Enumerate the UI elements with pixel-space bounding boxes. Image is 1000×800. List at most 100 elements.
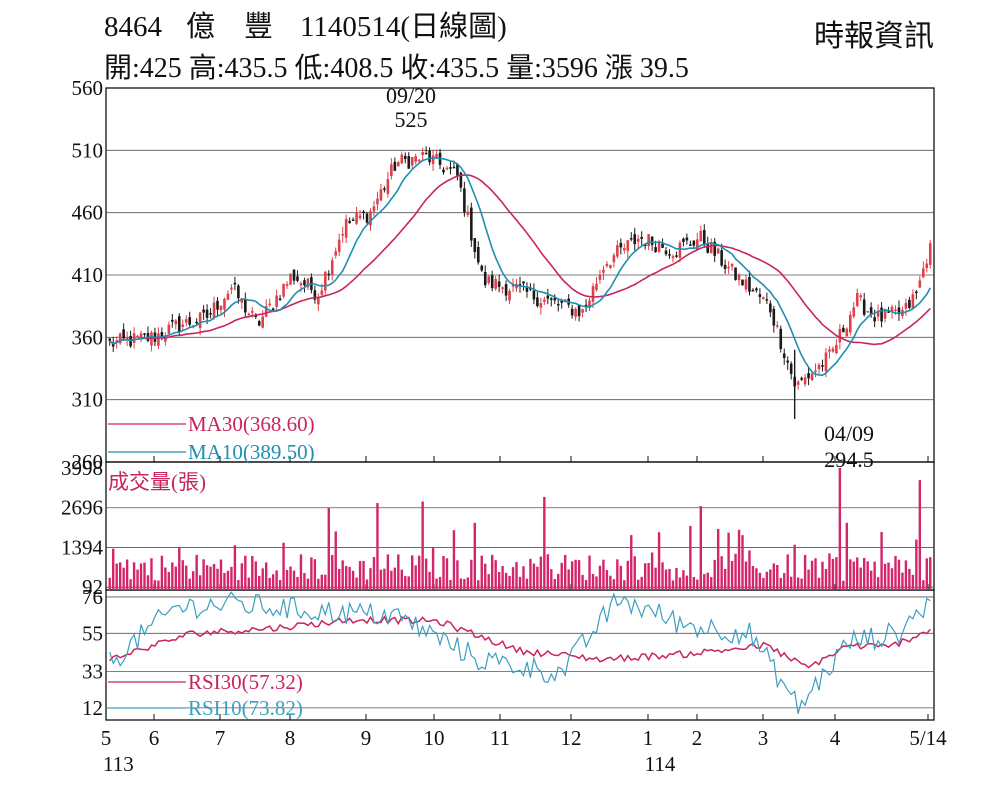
volume-bar [894, 555, 897, 590]
x-tick-label: 8 [285, 726, 296, 750]
volume-bar [511, 567, 515, 590]
volume-bar [609, 575, 612, 590]
candle-body [699, 230, 703, 242]
candle-body [108, 338, 112, 341]
volume-bar [271, 574, 275, 590]
candle-body [779, 328, 783, 349]
candle-body [730, 263, 734, 267]
candle-body [323, 271, 327, 291]
candle-body [723, 264, 727, 269]
candle-body [407, 156, 411, 169]
rsi30-legend: RSI30(57.32) [188, 670, 303, 694]
candle-body [748, 277, 751, 292]
candle-body [758, 294, 762, 297]
volume-bar [776, 565, 779, 590]
volume-bar [577, 560, 581, 590]
volume-bar [842, 580, 845, 590]
volume-bar [696, 579, 699, 590]
candle-body [219, 305, 223, 311]
candle-body [789, 363, 793, 374]
candle-body [636, 238, 640, 242]
price-y-tick: 360 [72, 325, 104, 349]
volume-bar [442, 556, 445, 590]
candle-body [556, 304, 560, 306]
candle-body [626, 240, 630, 251]
volume-bar [376, 503, 379, 590]
volume-bar [411, 555, 414, 590]
price-y-tick: 260 [72, 450, 104, 474]
volume-bar [661, 562, 664, 590]
rsi10-line [109, 591, 931, 714]
candle-body [435, 154, 438, 158]
candle-body [330, 260, 334, 275]
volume-bar [817, 577, 821, 590]
x-tick-label: 9 [361, 726, 372, 750]
volume-bar [112, 548, 115, 590]
candle-body [852, 307, 856, 317]
candle-body [675, 255, 678, 257]
volume-bar [560, 562, 563, 590]
volume-bar [310, 557, 313, 590]
candle-body [383, 188, 386, 190]
candle-body [755, 288, 758, 291]
volume-bar [393, 567, 397, 590]
candle-body [581, 309, 584, 313]
candle-body [661, 243, 664, 248]
volume-bar [390, 570, 393, 590]
candle-body [157, 333, 160, 346]
chart-date-title: 1140514(日線圖) [300, 10, 507, 43]
x-tick-label: 5/14 [909, 726, 947, 750]
candle-body [560, 300, 564, 303]
volume-bar [887, 562, 890, 590]
candle-body [911, 294, 915, 309]
volume-bar [299, 554, 303, 590]
volume-bar [428, 571, 431, 590]
candle-body [442, 169, 445, 173]
volume-bar [115, 563, 118, 590]
volume-bar [758, 572, 762, 590]
volume-bar [282, 542, 285, 590]
candle-body [188, 317, 192, 325]
panel-frames [105, 87, 935, 721]
candle-body [810, 373, 814, 381]
candle-body [880, 307, 883, 322]
volume-bar [369, 568, 372, 590]
candle-body [511, 285, 515, 287]
volume-bar [643, 563, 647, 590]
volume-bar [650, 552, 654, 590]
candle-body [476, 246, 480, 263]
candle-body [765, 299, 769, 301]
volume-bar [543, 496, 546, 590]
candle-body [720, 250, 723, 266]
candle-body [177, 316, 181, 332]
volume-bars [108, 468, 932, 590]
volume-bar [536, 566, 539, 590]
volume-bar [379, 569, 383, 590]
candle-body [463, 188, 466, 213]
candle-body [890, 306, 894, 312]
volume-bar [386, 554, 390, 590]
candle-body [358, 215, 362, 219]
candle-body [115, 340, 118, 342]
volume-bar [890, 568, 894, 590]
volume-bar [605, 570, 609, 590]
candle-body [814, 370, 817, 373]
volume-bar [185, 565, 188, 590]
candle-body [570, 308, 574, 316]
candle-body [376, 198, 379, 205]
volume-bar [637, 579, 640, 590]
volume-bar [383, 568, 386, 590]
volume-bar [710, 577, 713, 590]
volume-bar [122, 567, 125, 590]
volume-bar [421, 501, 424, 590]
volume-bar [153, 580, 157, 590]
volume-bar [529, 558, 532, 590]
volume-bar [689, 525, 692, 590]
volume-bar [397, 554, 400, 590]
candle-body [647, 234, 650, 247]
volume-bar [139, 563, 143, 590]
candle-body [786, 360, 790, 363]
volume-bar [108, 577, 111, 590]
candle-body [296, 276, 299, 281]
volume-bar [125, 559, 129, 590]
